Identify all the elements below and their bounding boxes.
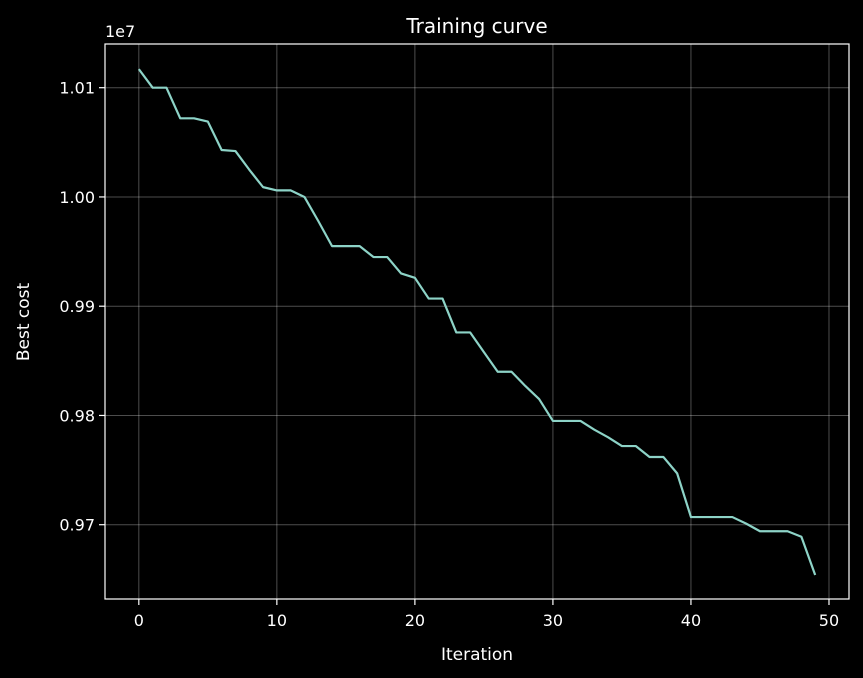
y-axis: 0.97 0.98 0.99 1.00 1.01	[59, 79, 105, 535]
x-tick-label: 50	[819, 611, 839, 630]
series-line-group	[137, 68, 817, 576]
plot-frame	[104, 43, 850, 600]
x-axis: 0 10 20 30 40 50	[134, 599, 839, 630]
grid	[105, 44, 849, 599]
x-axis-label: Iteration	[441, 645, 513, 665]
y-tick-label: 0.98	[59, 406, 95, 425]
y-tick-label: 0.99	[59, 297, 95, 316]
x-tick-label: 40	[681, 611, 701, 630]
x-tick-label: 30	[543, 611, 563, 630]
y-tick-label: 1.01	[59, 79, 95, 98]
x-tick-label: 0	[134, 611, 144, 630]
y-axis-label: Best cost	[14, 283, 34, 362]
x-tick-label: 10	[267, 611, 287, 630]
y-tick-label: 0.97	[59, 516, 95, 535]
x-tick-label: 20	[405, 611, 425, 630]
chart-title: Training curve	[405, 14, 547, 38]
series-line	[137, 68, 817, 576]
y-tick-label: 1.00	[59, 188, 95, 207]
y-offset-label: 1e7	[105, 22, 135, 41]
